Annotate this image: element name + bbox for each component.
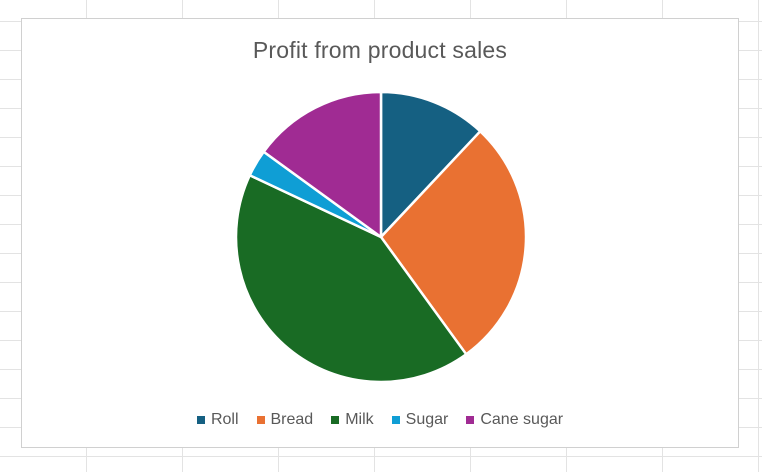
legend-label: Cane sugar [480,411,564,428]
pie-slice-roll[interactable] [379,90,482,239]
legend-label: Sugar [405,411,449,428]
pie-slice-cane-sugar[interactable] [262,90,383,239]
legend-label: Bread [270,411,314,428]
pie-slice-milk[interactable] [234,174,468,384]
legend-entry-sugar[interactable]: Sugar [391,411,449,429]
legend-swatch [196,416,205,424]
legend-label: Milk [345,411,374,428]
legend-entry-bread[interactable]: Bread [256,411,314,429]
legend-entry-roll[interactable]: Roll [196,411,239,429]
legend[interactable]: Roll Bread Milk Sugar Cane sugar [22,411,738,429]
legend-swatch [466,416,475,424]
legend-swatch [256,416,265,424]
pie-slice-bread[interactable] [379,130,528,356]
legend-swatch [331,416,340,424]
legend-entry-milk[interactable]: Milk [331,411,374,429]
legend-label: Roll [210,411,239,428]
pie-chart [234,90,528,384]
legend-entry-cane-sugar[interactable]: Cane sugar [466,411,563,429]
chart-area[interactable]: Profit from product sales Roll Bread Milk S… [21,18,739,448]
chart-title[interactable]: Profit from product sales [252,37,508,63]
legend-swatch [391,416,400,424]
